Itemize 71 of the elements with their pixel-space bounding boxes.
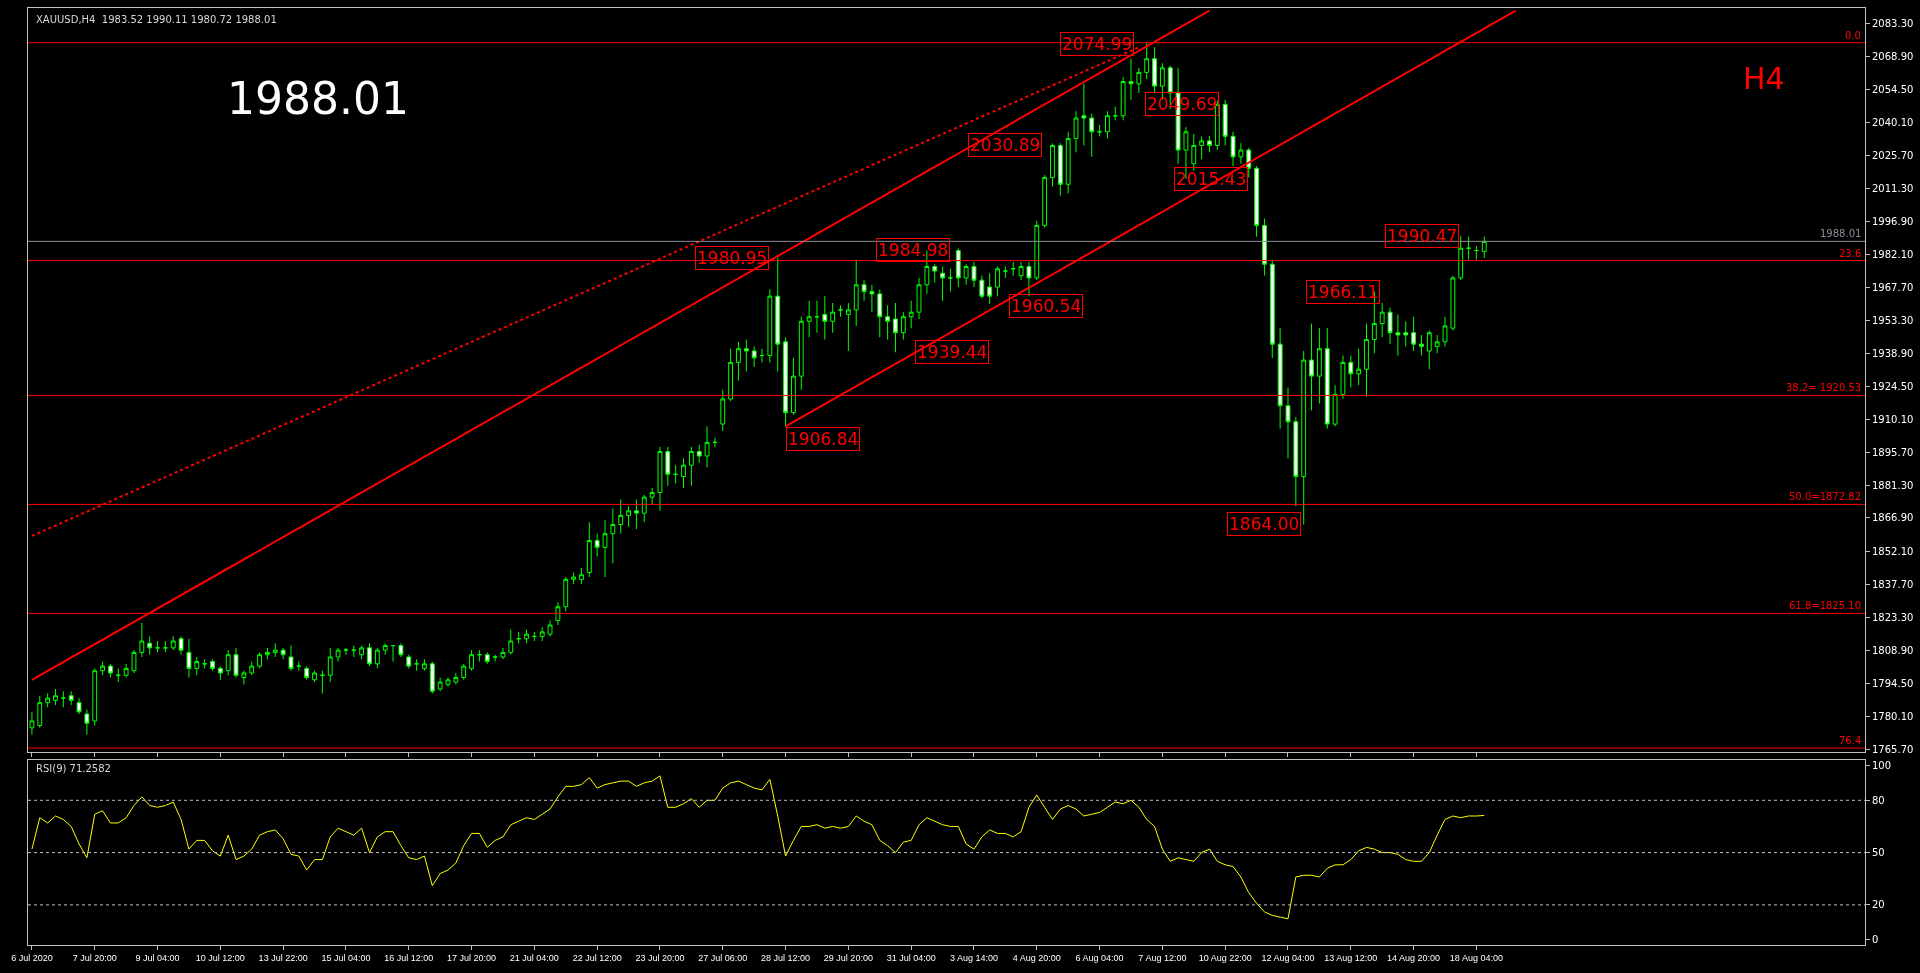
- ref-line-label: 50.0=1872.82: [1789, 491, 1861, 502]
- annotation: H4: [1743, 61, 1785, 96]
- x-tick-label: 10 Jul 12:00: [195, 952, 245, 963]
- y-tick-label: 2040.10: [1872, 116, 1914, 128]
- x-tick-label: 13 Jul 22:00: [258, 952, 308, 963]
- x-tick-label: 31 Jul 04:00: [886, 952, 936, 963]
- annotation: 1990.47: [1387, 226, 1458, 246]
- x-tick-label: 23 Jul 20:00: [635, 952, 685, 963]
- annotation: 76.4: [1839, 735, 1862, 746]
- ref-line-label: 1988.01: [1820, 228, 1862, 239]
- y-tick-label: 1780.10: [1872, 710, 1914, 722]
- y-tick-label: 20: [1872, 899, 1885, 911]
- y-tick-label: 1910.10: [1872, 413, 1914, 425]
- y-tick-label: 1895.70: [1872, 446, 1914, 458]
- y-tick-label: 1996.90: [1872, 215, 1914, 227]
- y-tick-label: 1837.70: [1872, 579, 1914, 591]
- x-tick-label: 4 Aug 20:00: [1012, 952, 1061, 963]
- x-tick-label: 10 Aug 22:00: [1198, 952, 1252, 963]
- y-tick-label: 2068.90: [1872, 51, 1914, 63]
- annotation: 1960.54: [1011, 296, 1082, 316]
- y-tick-label: 1866.90: [1872, 512, 1914, 524]
- y-tick-label: 1852.10: [1872, 546, 1914, 558]
- y-tick-label: 1967.70: [1872, 282, 1914, 294]
- x-tick-label: 14 Aug 20:00: [1387, 952, 1441, 963]
- y-tick-label: 2011.30: [1872, 182, 1914, 194]
- annotation: 1864.00: [1229, 514, 1300, 534]
- y-tick-label: 1953.30: [1872, 315, 1914, 327]
- y-tick-label: 1808.90: [1872, 644, 1914, 656]
- x-tick-label: 21 Jul 04:00: [509, 952, 559, 963]
- x-tick-label: 7 Jul 20:00: [72, 952, 117, 963]
- y-tick-label: 1881.30: [1872, 479, 1914, 491]
- annotation: 1984.98: [878, 240, 949, 260]
- x-tick-label: 27 Jul 06:00: [698, 952, 748, 963]
- x-tick-label: 13 Aug 12:00: [1324, 952, 1378, 963]
- x-tick-label: 16 Jul 12:00: [384, 952, 434, 963]
- x-tick-label: 6 Jul 2020: [11, 952, 53, 963]
- x-tick-label: 6 Aug 04:00: [1075, 952, 1124, 963]
- y-tick-label: 1938.90: [1872, 348, 1914, 359]
- ref-line-label: 38.2= 1920.53: [1786, 382, 1862, 393]
- ref-line-label: 61.8=1825.10: [1789, 600, 1861, 611]
- x-tick-label: 22 Jul 12:00: [572, 952, 622, 963]
- y-tick-label: 100: [1872, 759, 1892, 771]
- y-tick-label: 1982.10: [1872, 249, 1914, 261]
- x-tick-label: 9 Jul 04:00: [135, 952, 180, 963]
- y-tick-label: 2025.70: [1872, 149, 1914, 161]
- y-tick-label: 2083.30: [1872, 18, 1914, 30]
- y-tick-label: 1765.70: [1872, 743, 1914, 755]
- text: XAUUSD,H4 1983.52 1990.11 1980.72 1988.01: [36, 14, 277, 25]
- x-tick-label: 7 Aug 12:00: [1138, 952, 1187, 963]
- x-tick-label: 12 Aug 04:00: [1261, 952, 1315, 963]
- chart-title: RSI(9) 71.2582: [36, 763, 111, 774]
- y-tick-label: 2054.50: [1872, 84, 1914, 96]
- annotation: 23.6: [1839, 248, 1862, 259]
- x-tick-label: 3 Aug 14:00: [949, 952, 998, 963]
- x-tick-label: 15 Jul 04:00: [321, 952, 371, 963]
- y-tick-label: 1794.50: [1872, 677, 1914, 689]
- x-tick-label: 29 Jul 20:00: [823, 952, 873, 963]
- annotation: 1988.01: [227, 73, 409, 124]
- annotation: 2030.89: [970, 135, 1041, 155]
- y-tick-label: 1823.30: [1872, 611, 1914, 623]
- y-tick-label: 0: [1872, 934, 1879, 946]
- x-tick-label: 17 Jul 20:00: [447, 952, 497, 963]
- y-tick-label: 50: [1872, 847, 1885, 859]
- y-tick-label: 1924.50: [1872, 380, 1914, 392]
- annotation: 1906.84: [788, 429, 859, 449]
- x-tick-label: 18 Aug 04:00: [1449, 952, 1503, 963]
- annotation: 1939.44: [917, 342, 988, 362]
- x-tick-label: 28 Jul 12:00: [761, 952, 811, 963]
- annotation: 0.0: [1845, 30, 1861, 41]
- annotation: 1966.11: [1308, 282, 1379, 302]
- y-tick-label: 80: [1872, 794, 1885, 806]
